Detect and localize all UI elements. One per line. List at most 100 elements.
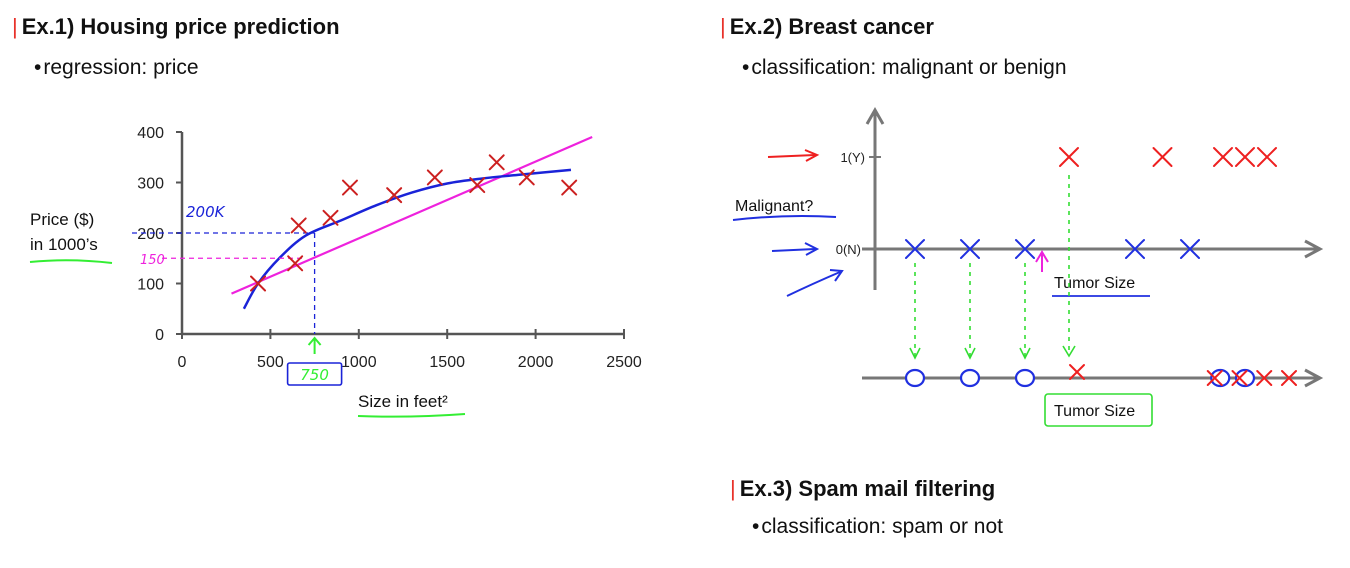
x-tick-label: 2000 (518, 354, 554, 371)
projection-axis-arrow (1304, 368, 1324, 388)
cross-stroke (960, 239, 980, 259)
cross-stroke (386, 187, 403, 204)
heading-bar: | (730, 476, 736, 501)
projection-arrow-head (964, 347, 976, 360)
data-point (488, 154, 505, 171)
benign-point (1180, 239, 1200, 259)
projection-label-box (1044, 393, 1153, 427)
cross-stroke (1206, 370, 1223, 386)
cross-stroke (426, 169, 443, 186)
curve-answer-label: 200K (186, 203, 226, 221)
ex2-heading: | Ex.2) Breast cancer (720, 14, 934, 40)
y-tick-label: 400 (137, 125, 164, 142)
malignant-point (1235, 147, 1255, 167)
cross-stroke (518, 169, 535, 186)
y-axis-label-line2: in 1000’s (30, 235, 98, 254)
cross-stroke (1281, 370, 1297, 386)
data-point (250, 275, 267, 292)
data-point (469, 177, 486, 194)
pointer-arrow-2 (786, 271, 841, 297)
y-label-underline (29, 259, 113, 264)
heading-bar: | (720, 14, 726, 39)
cross-stroke (1235, 147, 1255, 167)
y-tick-label-0: 0(N) (836, 242, 861, 257)
ex1-bullet: •regression: price (34, 56, 199, 79)
cross-stroke (1125, 239, 1145, 259)
x-tick-label: 1500 (429, 354, 465, 371)
pointer-arrow-1 (767, 154, 816, 158)
benign-point (960, 239, 980, 259)
x-axis-label: Size in feet² (358, 392, 448, 411)
projection-arrow-head (1019, 347, 1031, 360)
cross-stroke (1015, 239, 1035, 259)
malignant-projection (1231, 370, 1248, 386)
projection-axis-label: Tumor Size (1054, 403, 1135, 420)
ex2-heading-text: Ex.2) Breast cancer (729, 14, 934, 39)
benign-point (905, 239, 925, 259)
x-tick-label: 1000 (341, 354, 377, 371)
ex1-heading: | Ex.1) Housing price prediction (12, 14, 340, 40)
malignant-projection (1281, 370, 1297, 386)
malignant-point (1257, 147, 1277, 167)
y-tick-label: 100 (137, 277, 164, 294)
y-tick-label: 0 (155, 327, 164, 344)
cross-stroke (1069, 364, 1085, 380)
y-tick-label: 200 (137, 226, 164, 243)
ex3-heading: | Ex.3) Spam mail filtering (730, 476, 995, 502)
cross-stroke (1256, 370, 1273, 386)
malignant-point (1059, 147, 1079, 167)
cross-stroke (1152, 147, 1173, 167)
benign-projection (959, 368, 981, 388)
y-axis-arrow (865, 106, 885, 125)
x-label-underline (357, 413, 466, 418)
y-axis-label: Price ($) (30, 210, 94, 229)
cross-stroke (250, 275, 267, 292)
cross-stroke (905, 239, 925, 259)
benign-projection (904, 368, 926, 388)
benign-projection (1234, 368, 1256, 388)
malignant-projection (1206, 370, 1223, 386)
ex3-heading-text: Ex.3) Spam mail filtering (739, 476, 996, 501)
query-arrow-head (307, 336, 322, 346)
ex3-bullet-text: classification: spam or not (761, 515, 1003, 538)
query-box (286, 362, 343, 386)
pointer-arrow-0-head (804, 242, 820, 256)
cross-stroke (1059, 147, 1079, 167)
ex1-bullet-text: regression: price (43, 56, 199, 79)
query-label: 750 (300, 366, 329, 384)
cross-stroke (287, 255, 304, 272)
data-point (426, 169, 443, 186)
data-point (518, 169, 535, 186)
cross-stroke (322, 209, 339, 226)
cross-stroke (1257, 147, 1277, 167)
ex2-bullet: •classification: malignant or benign (742, 56, 1067, 79)
x-tick-label: 2500 (606, 354, 642, 371)
cross-stroke (1213, 147, 1233, 167)
cross-stroke (1180, 239, 1200, 259)
curve-fit-line (242, 168, 572, 310)
data-point (341, 179, 358, 196)
data-point (290, 217, 307, 234)
y-label-underline (732, 215, 837, 221)
ex2-bullet-text: classification: malignant or benign (751, 56, 1067, 79)
benign-point (1125, 239, 1145, 259)
x-axis-arrow (1304, 239, 1324, 259)
x-tick-label: 500 (257, 354, 284, 371)
threshold-arrow-head (1035, 250, 1049, 263)
ex1-heading-text: Ex.1) Housing price prediction (21, 14, 340, 39)
malignant-projection (1069, 364, 1085, 380)
pointer-arrow-1-head (804, 149, 820, 162)
data-point (322, 209, 339, 226)
heading-bar: | (12, 14, 18, 39)
projection-arrow-head (909, 347, 921, 360)
ex3-bullet: •classification: spam or not (752, 515, 1003, 538)
benign-projection (1210, 368, 1231, 388)
data-point (561, 179, 578, 196)
y-axis-label: Malignant? (735, 198, 813, 215)
cross-stroke (290, 217, 307, 234)
line-answer-label: 150 (140, 253, 165, 268)
y-tick-label-1: 1(Y) (840, 150, 865, 165)
cross-stroke (341, 179, 358, 196)
x-axis-label: Tumor Size (1054, 275, 1135, 292)
cross-stroke (1231, 370, 1248, 386)
